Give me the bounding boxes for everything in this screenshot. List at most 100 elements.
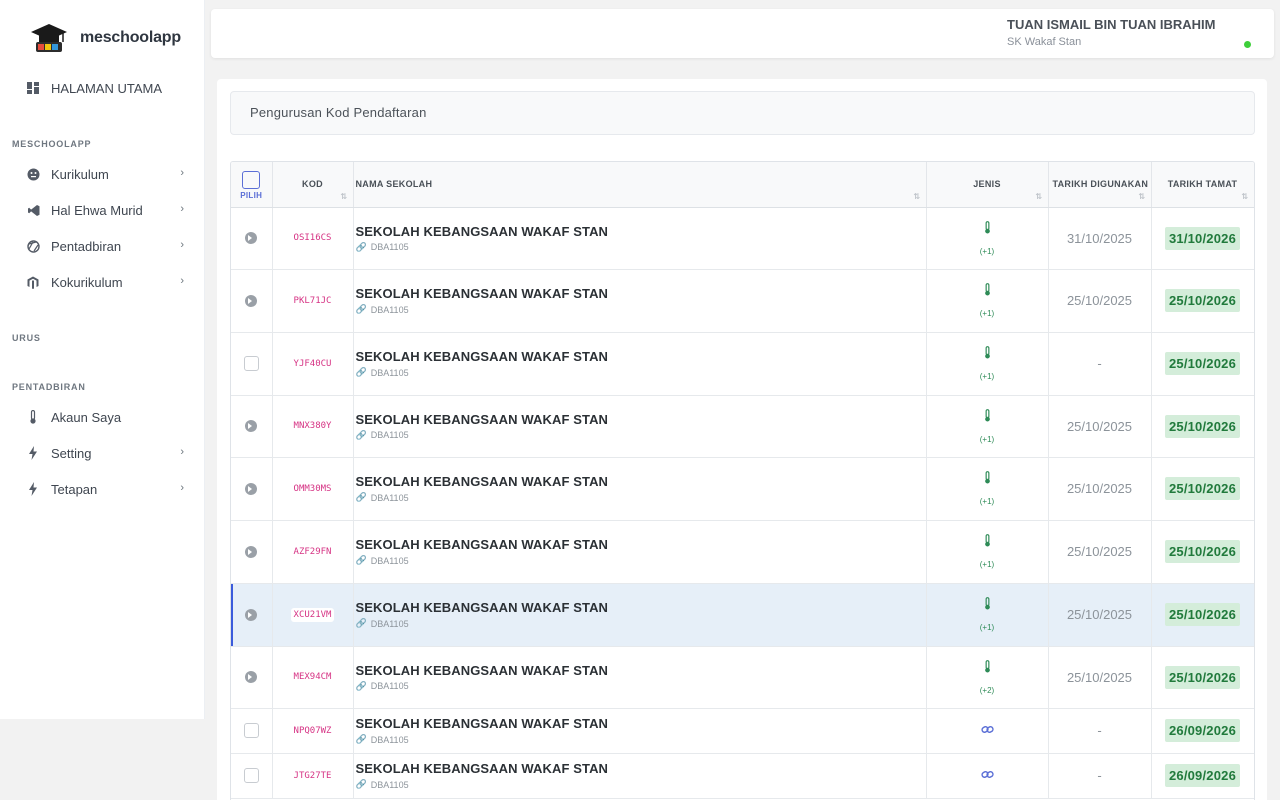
cell-tarikh-tamat: 25/10/2026 (1151, 269, 1254, 333)
cell-tarikh-tamat: 26/09/2026 (1151, 708, 1254, 754)
school-code: DBA1105 (370, 779, 409, 790)
column-header-jenis[interactable]: JENIS ⇅ (926, 162, 1049, 208)
cell-tarikh-digunakan: 25/10/2025 (1048, 457, 1152, 521)
cell-pilih[interactable] (231, 395, 273, 458)
cell-tarikh-digunakan: - (1048, 332, 1152, 396)
school-code: DBA1105 (370, 681, 409, 691)
aperture-icon (26, 239, 40, 253)
cell-kod: MEX94CM (272, 646, 354, 709)
brand[interactable]: meschoolapp (30, 22, 181, 54)
column-header-tarikh-tamat[interactable]: TARIKH TAMAT ⇅ (1151, 162, 1254, 208)
jenis-count: (+2) (979, 685, 995, 695)
table-row[interactable]: MNX380Y SEKOLAH KEBANGSAAN WAKAF STAN 🔗 DBA… (231, 395, 1254, 458)
cell-tarikh-digunakan: 25/10/2025 (1048, 269, 1152, 333)
cell-tarikh-digunakan: - (1048, 753, 1152, 799)
table-row[interactable]: NPQ07WZ SEKOLAH KEBANGSAAN WAKAF STAN 🔗 DBA… (231, 708, 1254, 754)
cell-jenis: (+2) (926, 646, 1049, 709)
cell-pilih[interactable] (231, 708, 273, 754)
table-row[interactable]: JTG27TE SEKOLAH KEBANGSAAN WAKAF STAN 🔗 DBA… (231, 753, 1254, 799)
kod-value: AZF29FN (293, 546, 332, 557)
kod-value: YJF40CU (293, 358, 332, 369)
cell-tarikh-digunakan: 31/10/2025 (1048, 207, 1152, 270)
cell-pilih[interactable] (231, 332, 273, 396)
expiry-date-badge: 31/10/2026 (1164, 226, 1241, 250)
user-name[interactable]: TUAN ISMAIL BIN TUAN IBRAHIM (1007, 17, 1216, 32)
sidebar-item-kurikulum[interactable]: Kurikulum › (26, 163, 186, 185)
sidebar-item-label: Kokurikulum (51, 274, 123, 290)
sidebar-item-halaman-utama[interactable]: HALAMAN UTAMA (26, 77, 186, 99)
sidebar-item-pentadbiran[interactable]: Pentadbiran › (26, 235, 186, 257)
brand-name: meschoolapp (80, 29, 181, 46)
expiry-date-badge: 25/10/2026 (1164, 665, 1241, 689)
online-status-dot (1244, 41, 1251, 48)
kod-value: OSI16CS (293, 233, 332, 243)
cell-pilih[interactable] (231, 457, 273, 521)
table-row[interactable]: OSI16CS SEKOLAH KEBANGSAAN WAKAF STAN 🔗 DBA… (231, 207, 1254, 270)
table-row[interactable]: YJF40CU SEKOLAH KEBANGSAAN WAKAF STAN 🔗 DBA… (231, 332, 1254, 396)
table-row[interactable]: PKL71JC SEKOLAH KEBANGSAAN WAKAF STAN 🔗 DBA… (231, 269, 1254, 333)
row-checkbox[interactable] (243, 768, 259, 783)
section-label-urus: URUS (12, 333, 41, 343)
table-row[interactable]: XCU21VM SEKOLAH KEBANGSAAN WAKAF STAN 🔗 DBA… (231, 583, 1254, 647)
chevron-right-icon: › (180, 482, 184, 494)
sidebar-item-kokurikulum[interactable]: Kokurikulum › (26, 271, 186, 293)
row-checkbox[interactable] (243, 723, 259, 738)
school-name: SEKOLAH KEBANGSAAN WAKAF STAN (355, 537, 609, 552)
kod-value: XCU21VM (290, 607, 335, 622)
chevron-right-icon: › (180, 275, 184, 287)
thermometer-icon (980, 408, 994, 423)
row-checkbox[interactable] (243, 356, 259, 371)
thermometer-icon (980, 659, 994, 674)
cell-tarikh-digunakan: 25/10/2025 (1048, 520, 1152, 584)
cell-tarikh-tamat: 25/10/2026 (1151, 646, 1254, 709)
expiry-date-badge: 26/09/2026 (1164, 764, 1241, 787)
cell-pilih[interactable] (231, 269, 273, 333)
school-code: DBA1105 (370, 304, 409, 315)
cell-pilih[interactable] (231, 583, 273, 647)
column-header-tarikh-digunakan[interactable]: TARIKH DIGUNAKAN ⇅ (1048, 162, 1152, 208)
school-code: DBA1105 (370, 242, 409, 252)
sidebar-item-akaun-saya[interactable]: Akaun Saya (26, 406, 186, 428)
column-header-pilih[interactable]: PILIH (231, 162, 273, 208)
cell-pilih[interactable] (231, 520, 273, 584)
kod-value: JTG27TE (293, 770, 332, 781)
date-used: 25/10/2025 (1066, 481, 1133, 496)
column-header-kod[interactable]: KOD ⇅ (272, 162, 354, 208)
link-icon[interactable] (980, 769, 994, 783)
school-code: DBA1105 (370, 430, 409, 440)
link-icon: 🔗 (355, 367, 367, 377)
link-icon: 🔗 (355, 779, 367, 789)
cell-pilih[interactable] (231, 646, 273, 709)
date-used: - (1097, 356, 1102, 371)
cell-nama-sekolah: SEKOLAH KEBANGSAAN WAKAF STAN 🔗 DBA1105 (353, 646, 927, 709)
thermometer-icon (980, 283, 994, 297)
thermometer-icon (980, 534, 994, 548)
select-all-checkbox[interactable] (242, 171, 261, 190)
date-used: 31/10/2025 (1066, 230, 1133, 246)
kod-value: NPQ07WZ (293, 725, 332, 736)
thermometer-icon (26, 410, 40, 424)
cell-kod: YJF40CU (272, 332, 354, 396)
thermometer-icon (980, 597, 994, 611)
sidebar-item-label: Kurikulum (51, 166, 109, 182)
chevron-right-icon: › (180, 167, 184, 179)
column-header-nama-sekolah[interactable]: NAMA SEKOLAH ⇅ (353, 162, 927, 208)
dashboard-icon (26, 81, 40, 95)
cell-pilih[interactable] (231, 207, 273, 270)
cell-tarikh-tamat: 25/10/2026 (1151, 395, 1254, 458)
jenis-count: (+1) (979, 623, 995, 632)
sidebar-item-hal-ehwa-murid[interactable]: Hal Ehwa Murid › (26, 199, 186, 221)
table-row[interactable]: OMM30MS SEKOLAH KEBANGSAAN WAKAF STAN 🔗 DBA… (231, 457, 1254, 521)
sidebar-item-tetapan[interactable]: Tetapan › (26, 478, 186, 500)
sort-icon: ⇅ (913, 191, 921, 201)
cell-jenis (926, 708, 1049, 754)
table-row[interactable]: AZF29FN SEKOLAH KEBANGSAAN WAKAF STAN 🔗 DBA… (231, 520, 1254, 584)
link-icon[interactable] (980, 724, 994, 738)
sidebar-item-setting[interactable]: Setting › (26, 442, 186, 464)
cell-pilih[interactable] (231, 753, 273, 799)
table-row[interactable]: MEX94CM SEKOLAH KEBANGSAAN WAKAF STAN 🔗 DBA… (231, 646, 1254, 709)
school-code: DBA1105 (370, 618, 409, 629)
section-label-pentadbiran: PENTADBIRAN (12, 382, 86, 392)
expiry-date-badge: 26/09/2026 (1164, 719, 1241, 742)
cell-nama-sekolah: SEKOLAH KEBANGSAAN WAKAF STAN 🔗 DBA1105 (353, 269, 927, 333)
